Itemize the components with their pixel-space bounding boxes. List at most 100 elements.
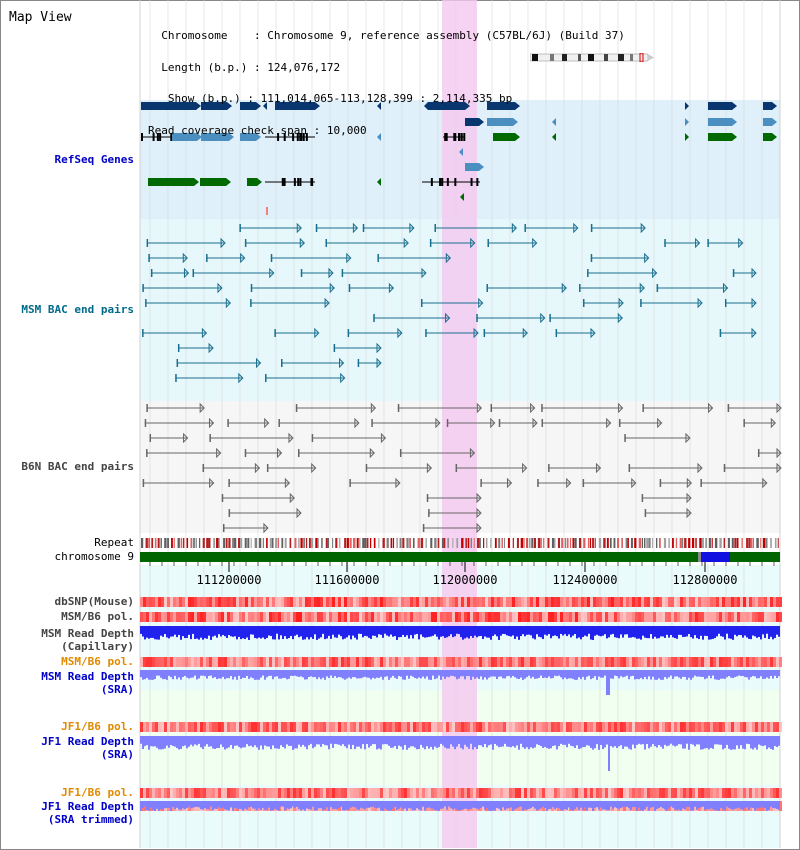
depth-bar [570,670,572,679]
depth-bar [582,801,584,811]
repeat-element [655,538,658,548]
repeat-element [300,538,303,548]
depth-bar [638,736,640,744]
label-jf1-depth-sra: JF1 Read Depth [41,735,134,748]
heat-cell [239,612,242,622]
depth-bar [572,626,574,636]
depth-bar [774,626,776,638]
depth-bar [534,736,536,748]
depth-bar [612,801,614,809]
repeat-element [208,538,211,548]
heat-cell [638,788,641,798]
heat-cell [518,612,521,622]
depth-bar [154,801,156,811]
depth-bar [146,626,148,638]
msm-bac-pair-end [269,267,275,279]
depth-bar [648,801,650,811]
heat-cell [419,657,422,667]
heat-cell [326,722,329,732]
heat-cell [494,612,497,622]
depth-bar [494,736,496,744]
depth-bar [702,801,704,807]
msm-bac-track[interactable] [142,222,757,384]
depth-bar [368,670,370,678]
depth-bar [558,801,560,809]
depth-bar [628,626,630,638]
depth-bar [712,801,714,810]
heat-cell [599,657,602,667]
depth-bar [338,736,340,745]
heat-cell [158,597,161,607]
heat-cell [755,597,758,607]
depth-bar [248,801,250,808]
depth-bar [158,626,160,640]
heat-cell [236,788,239,798]
chromosome-bar[interactable] [140,552,780,562]
depth-bar [254,626,256,639]
depth-bar [348,670,350,678]
heat-cell [665,722,668,732]
depth-bar [538,626,540,637]
msm-bac-pair-end [751,267,757,279]
heat-cell [659,597,662,607]
heat-cell [320,597,323,607]
repeat-element [714,538,718,548]
depth-bar [186,670,188,678]
heat-cell [614,788,617,798]
b6n-bac-track[interactable] [142,402,782,534]
repeat-element [402,538,405,548]
depth-bar [450,670,452,676]
b6n-bac-pair-end [370,402,377,414]
heat-cell [320,722,323,732]
gene-marker [377,133,381,141]
heat-cell [596,788,599,798]
heat-cell [617,597,620,607]
depth-bar [246,801,248,810]
depth-bar [672,670,674,679]
heat-cell [662,657,665,667]
refseq-gene-track[interactable] [141,102,777,215]
heat-cell [323,722,326,732]
heat-cell [311,612,314,622]
heat-cell [500,597,503,607]
depth-bar [738,670,740,676]
depth-bar [306,670,308,680]
depth-bar [316,626,318,640]
depth-bar [492,736,494,750]
heat-cell [512,612,515,622]
chromosome-ideogram[interactable] [530,53,654,62]
heatmap-tracks[interactable] [140,597,782,811]
repeat-track[interactable] [141,538,779,548]
msm-bac-pair-end [561,282,567,294]
depth-bar [362,626,364,638]
depth-bar [478,801,480,810]
depth-bar [200,626,202,638]
heat-cell [596,657,599,667]
repeat-element [564,538,566,548]
depth-bar [670,736,672,744]
depth-bar [388,626,390,637]
repeat-element [756,538,759,548]
depth-bar [660,736,662,747]
depth-bar [182,801,184,809]
gene-exon [430,178,433,186]
depth-bar [436,736,438,749]
heat-cell [509,597,512,607]
depth-bar [584,801,586,808]
heat-cell [176,722,179,732]
depth-bar [352,626,354,636]
heat-cell [272,657,275,667]
depth-bar [374,736,376,745]
depth-bar [510,736,512,748]
read-depth-tracks[interactable] [140,626,780,811]
heat-cell [392,722,395,732]
heat-cell [731,657,734,667]
heat-cell [740,597,743,607]
heat-cell [173,597,176,607]
depth-bar [246,670,248,676]
heat-cell [326,657,329,667]
repeat-element [289,538,292,548]
heat-cell [563,657,566,667]
heat-cell [722,722,725,732]
